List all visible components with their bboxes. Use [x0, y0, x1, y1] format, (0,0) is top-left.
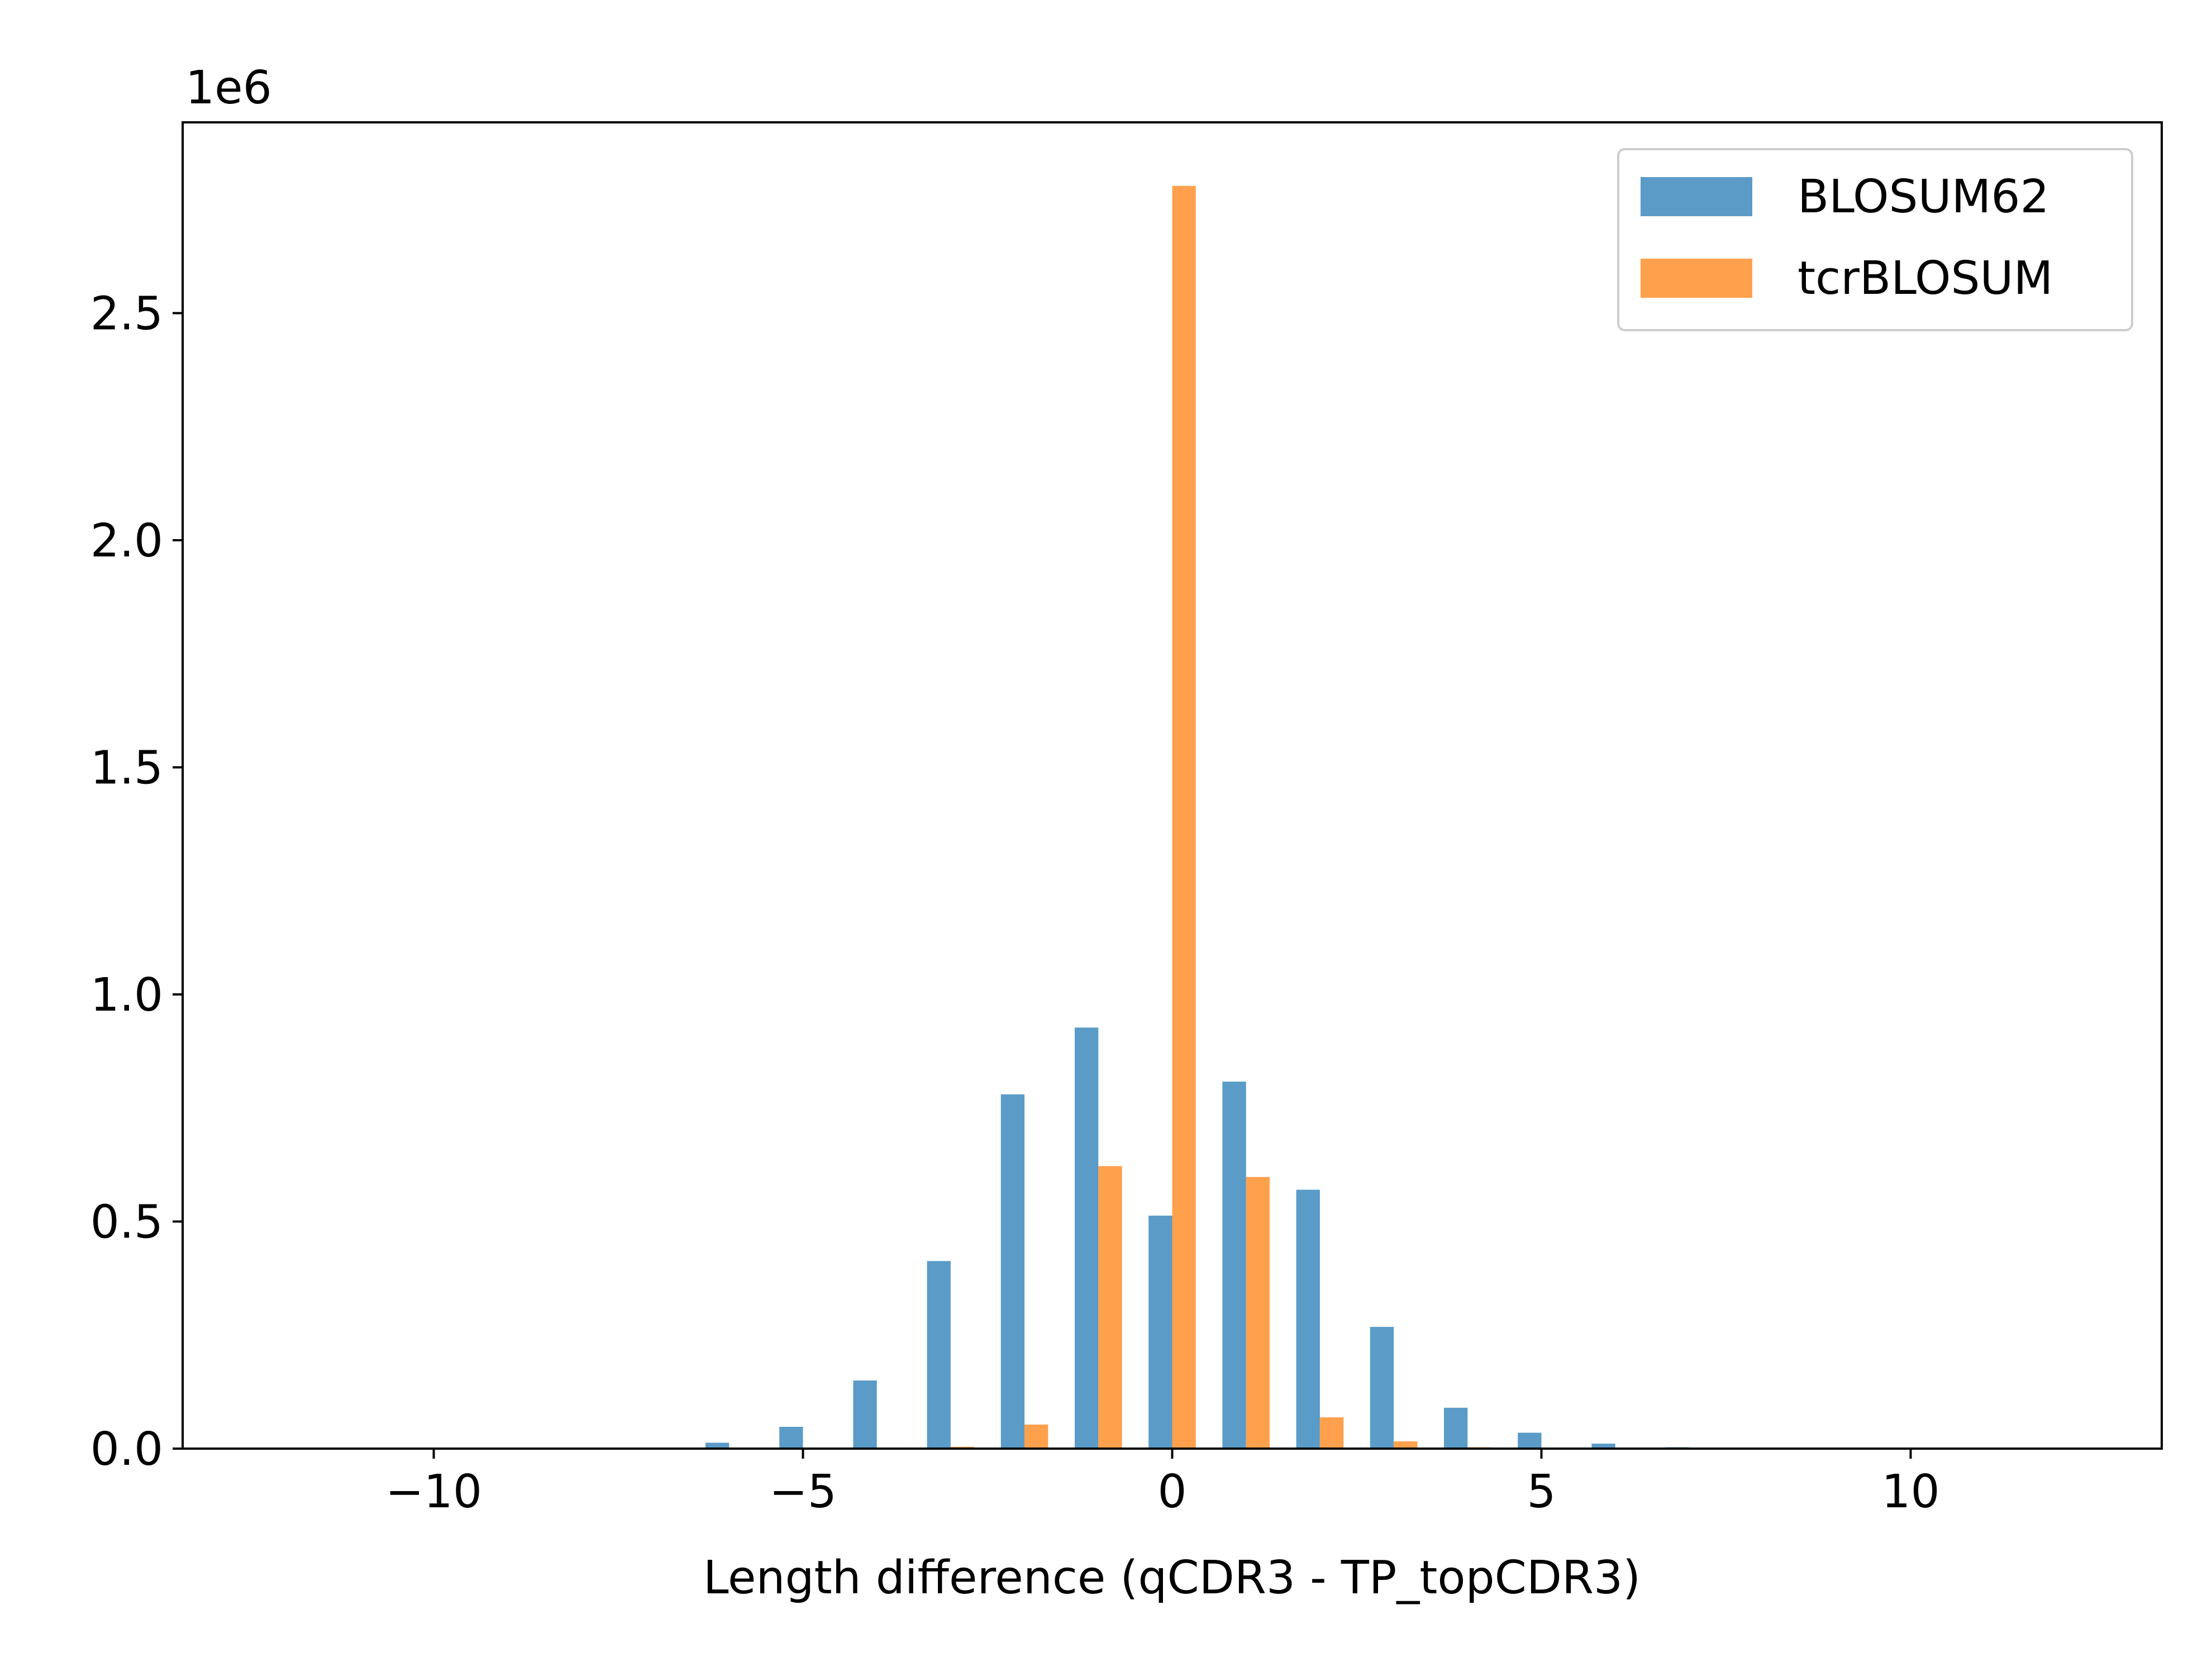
x-tick-label: 0 [1157, 1465, 1186, 1518]
bar-blosum62-6 [1591, 1444, 1615, 1449]
bar-blosum62-4 [1444, 1407, 1468, 1449]
x-tick-label: 10 [1881, 1465, 1939, 1518]
bar-tcrblosum--2 [1024, 1424, 1048, 1449]
bar-tcrblosum-3 [1394, 1441, 1418, 1449]
y-tick-label: 2.5 [90, 287, 163, 340]
y-offset-label: 1e6 [185, 61, 272, 115]
y-tick-label: 0.5 [90, 1196, 163, 1249]
bar-blosum62-2 [1296, 1189, 1320, 1449]
x-tick-label: −10 [385, 1465, 482, 1518]
bars-layer [705, 185, 1689, 1449]
legend-swatch-blosum62 [1641, 177, 1752, 216]
bar-tcrblosum-1 [1246, 1177, 1270, 1449]
y-tick-label: 0.0 [90, 1423, 163, 1476]
bar-tcrblosum--1 [1098, 1166, 1122, 1449]
bar-blosum62--4 [853, 1380, 877, 1449]
y-tick-label: 2.0 [90, 515, 163, 568]
x-tick-label: 5 [1527, 1465, 1556, 1518]
bar-blosum62-3 [1370, 1327, 1394, 1449]
bar-blosum62--1 [1074, 1027, 1099, 1449]
legend-label-tcrblosum: tcrBLOSUM [1798, 252, 2053, 305]
ticks-layer: −10 −5 0 5 10 0.0 0.5 1.0 1.5 2.0 2.5 [90, 287, 1940, 1518]
bar-blosum62-1 [1222, 1082, 1246, 1449]
y-tick-label: 1.0 [90, 969, 163, 1022]
bar-blosum62--6 [705, 1442, 730, 1449]
legend-swatch-tcrblosum [1641, 259, 1752, 298]
bar-blosum62--5 [779, 1426, 803, 1449]
bar-tcrblosum-2 [1319, 1417, 1344, 1449]
bar-blosum62--2 [1000, 1094, 1025, 1449]
bar-blosum62-0 [1148, 1215, 1172, 1449]
bar-blosum62--3 [927, 1261, 951, 1449]
x-tick-label: −5 [769, 1465, 837, 1518]
x-axis-label: Length difference (qCDR3 - TP_topCDR3) [703, 1551, 1641, 1604]
legend: BLOSUM62 tcrBLOSUM [1617, 148, 2133, 331]
legend-label-blosum62: BLOSUM62 [1798, 170, 2049, 223]
y-tick-label: 1.5 [90, 741, 163, 794]
bar-tcrblosum-0 [1172, 185, 1196, 1449]
bar-blosum62-5 [1518, 1432, 1542, 1449]
